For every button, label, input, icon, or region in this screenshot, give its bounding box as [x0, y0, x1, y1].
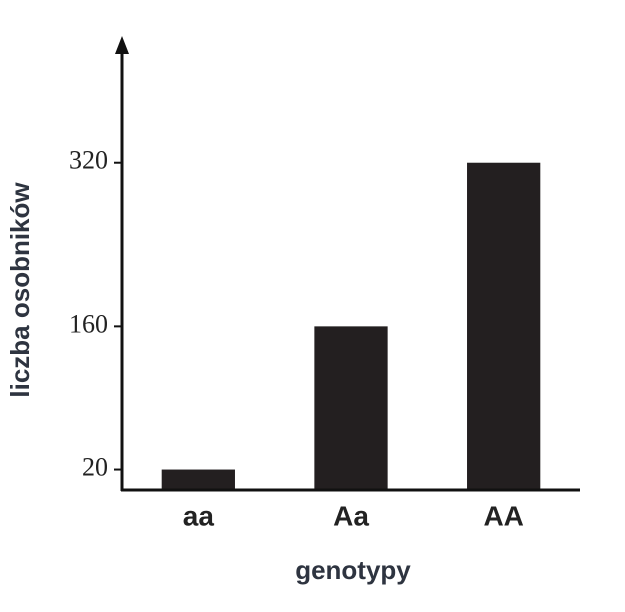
bar	[467, 162, 541, 490]
y-axis-arrow	[115, 36, 129, 54]
x-axis-label: genotypy	[295, 555, 411, 585]
bar	[314, 326, 388, 490]
x-tick-label: AA	[483, 500, 523, 531]
x-tick-label: aa	[183, 500, 215, 531]
y-tick-label: 160	[69, 309, 108, 338]
bar	[161, 469, 235, 490]
y-tick-label: 320	[69, 146, 108, 175]
x-tick-label: Aa	[333, 500, 369, 531]
y-axis-label: liczba osobników	[5, 182, 35, 398]
y-tick-label: 20	[82, 453, 108, 482]
